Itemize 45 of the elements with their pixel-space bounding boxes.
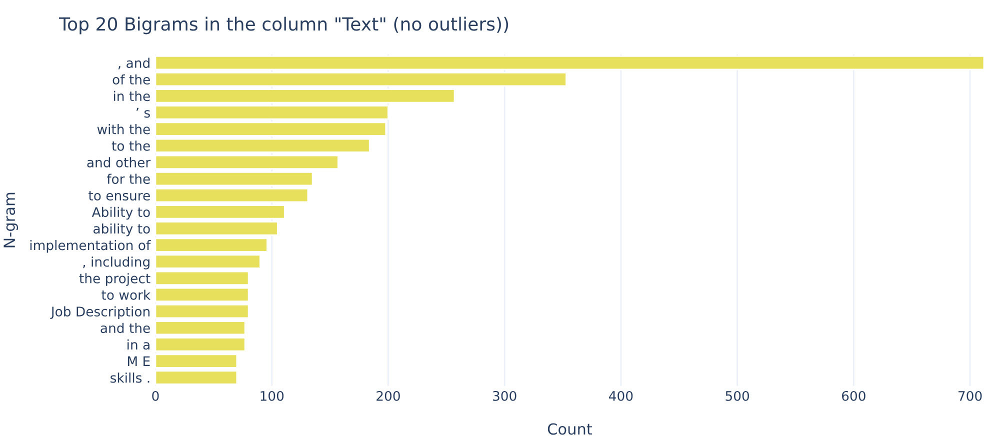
bar <box>155 370 238 385</box>
x-tick-label: 700 <box>958 390 982 401</box>
y-tick-label: ’ s <box>136 108 150 118</box>
bar <box>155 55 984 70</box>
y-tick-label: to the <box>112 140 150 151</box>
y-tick-label: Ability to <box>92 206 150 220</box>
y-tick-label: , and <box>118 58 150 70</box>
bar <box>155 320 246 336</box>
y-tick-label: implementation of <box>30 240 151 253</box>
y-tick-label: ability to <box>94 223 150 236</box>
bar <box>155 171 314 186</box>
x-tick-label: 600 <box>842 390 866 401</box>
bar <box>155 254 261 269</box>
bar <box>155 154 339 170</box>
y-tick-label: for the <box>106 174 150 184</box>
chart-title: Top 20 Bigrams in the column "Text" (no outliers)) <box>58 16 508 34</box>
bar <box>155 287 250 302</box>
y-tick-label: with the <box>97 124 150 134</box>
x-tick-label: 0 <box>152 390 159 401</box>
y-tick-label: to work <box>102 290 151 300</box>
y-tick-label: in a <box>128 339 150 350</box>
bar <box>155 188 309 203</box>
bar <box>155 88 456 104</box>
y-tick-label: of the <box>112 74 150 85</box>
y-tick-label: the project <box>79 273 150 286</box>
x-axis-title: Count <box>548 423 592 435</box>
bar <box>155 72 567 87</box>
y-tick-label: to ensure <box>88 191 150 201</box>
bar <box>155 138 370 153</box>
y-tick-label: M E <box>128 356 150 366</box>
bar <box>155 270 250 286</box>
x-tick-label: 400 <box>608 390 633 401</box>
x-tick-label: 200 <box>376 390 400 401</box>
y-tick-label: in the <box>114 90 150 102</box>
y-tick-label: and the <box>100 322 150 334</box>
bar <box>155 304 250 319</box>
y-tick-label: and other <box>87 157 151 168</box>
x-tick-label: 100 <box>260 390 284 401</box>
y-tick-label: skills . <box>110 372 150 383</box>
y-axis-title: N-gram <box>4 192 18 248</box>
y-tick-label: , including <box>83 256 150 270</box>
x-tick-label: 300 <box>492 390 516 401</box>
bar <box>155 204 286 220</box>
x-tick-label: 500 <box>726 390 750 401</box>
y-tick-label: Job Description <box>50 306 150 320</box>
